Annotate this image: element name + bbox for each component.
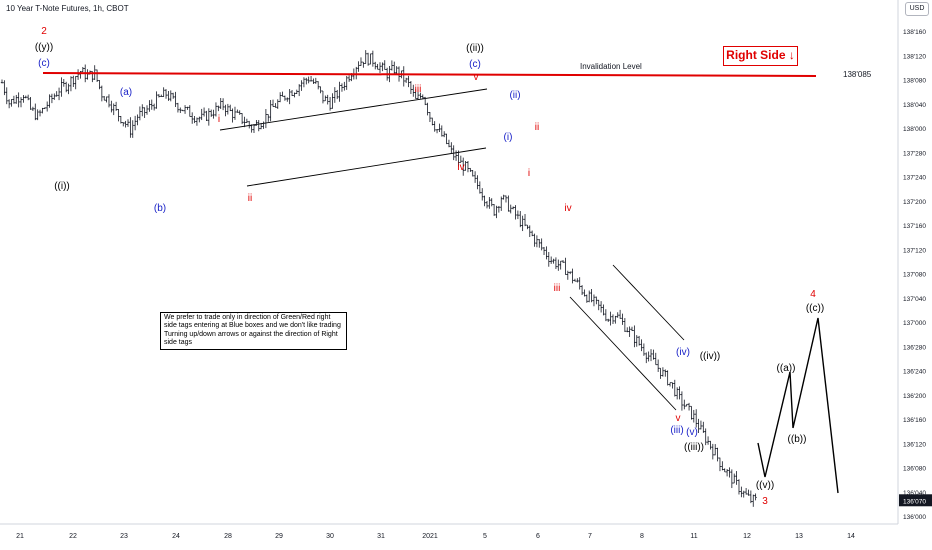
x-tick-label: 6: [536, 533, 540, 540]
y-tick-label: 137'160: [903, 223, 926, 230]
projection-path: [757, 317, 839, 494]
wave-label: ii: [535, 122, 539, 133]
x-tick-label: 11: [690, 533, 697, 540]
wave-label: ((y)): [35, 42, 53, 53]
wave-label: (iv): [676, 347, 690, 358]
wave-label: 4: [810, 289, 816, 300]
right-side-tag: Right Side ↓: [723, 46, 798, 66]
x-tick-label: 30: [326, 533, 334, 540]
channel-lower: [246, 147, 487, 187]
wave-label: ((iii)): [684, 442, 704, 453]
currency-badge[interactable]: USD: [905, 2, 929, 16]
y-tick-label: 138'160: [903, 29, 926, 36]
y-tick-label: 137'200: [903, 199, 926, 206]
wave-label: v: [474, 72, 479, 83]
wave-label: ((a)): [777, 363, 796, 374]
wave-label: (a): [120, 87, 132, 98]
current-price-label: 136'070: [903, 498, 926, 505]
wave-label: i: [528, 168, 530, 179]
x-tick-label: 31: [377, 533, 385, 540]
wave-label: iii: [415, 84, 422, 95]
y-tick-label: 138'080: [903, 78, 926, 85]
y-tick-label: 138'120: [903, 53, 926, 60]
current-price-tag: [899, 494, 932, 507]
right-side-label: Right Side: [726, 48, 786, 62]
wave-label: (ii): [509, 90, 520, 101]
x-tick-label: 24: [172, 533, 180, 540]
wave-label: ((c)): [806, 303, 824, 314]
wave-label: ((iv)): [700, 351, 721, 362]
invalidation-line: [42, 72, 817, 77]
wave-label: ((i)): [54, 181, 70, 192]
wave-label: (c): [469, 59, 481, 70]
wave-label: (v): [686, 427, 698, 438]
wave-channels: [219, 88, 685, 411]
x-tick-label: 29: [275, 533, 283, 540]
x-tick-label: 12: [743, 533, 751, 540]
wave-label: i: [218, 114, 220, 125]
wave-label: (b): [154, 203, 166, 214]
y-tick-label: 136'000: [903, 514, 926, 521]
wave-label: (iii): [670, 425, 683, 436]
x-tick-label: 28: [224, 533, 232, 540]
wave-label: (i): [504, 132, 513, 143]
wave-label: (c): [38, 58, 50, 69]
x-tick-label: 5: [483, 533, 487, 540]
x-tick-label: 2021: [422, 533, 438, 540]
wave-label: iv: [564, 203, 571, 214]
x-tick-label: 7: [588, 533, 592, 540]
x-tick-label: 22: [69, 533, 77, 540]
wave-label: ((v)): [756, 480, 774, 491]
y-tick-label: 136'240: [903, 369, 926, 376]
y-tick-label: 136'200: [903, 393, 926, 400]
channel-upper-2: [612, 264, 685, 341]
channel-upper: [219, 88, 488, 131]
y-tick-label: 138'040: [903, 102, 926, 109]
down-arrow-icon: ↓: [788, 48, 795, 62]
x-tick-label: 14: [847, 533, 855, 540]
y-tick-label: 136'160: [903, 417, 926, 424]
wave-labels: 2((y))(c)((i))(a)(b)iiiiiiiv((ii))(c)v(i…: [35, 26, 824, 507]
wave-label: 2: [41, 26, 47, 37]
chart-title: 10 Year T-Note Futures, 1h, CBOT: [6, 4, 129, 13]
y-tick-label: 136'040: [903, 490, 926, 497]
channel-lower-2: [569, 296, 677, 411]
candlestick-series: [0, 50, 757, 507]
wave-label: ((ii)): [466, 43, 484, 54]
y-tick-label: 136'120: [903, 441, 926, 448]
y-tick-label: 138'000: [903, 126, 926, 133]
y-tick-label: 136'080: [903, 466, 926, 473]
wave-label: iii: [554, 283, 561, 294]
x-tick-label: 13: [795, 533, 803, 540]
wave-label: iv: [457, 162, 464, 173]
x-tick-label: 23: [120, 533, 128, 540]
x-tick-label: 8: [640, 533, 644, 540]
wave-label: ((b)): [788, 434, 807, 445]
strategy-note: We prefer to trade only in direction of …: [160, 312, 347, 350]
y-tick-label: 137'040: [903, 296, 926, 303]
y-tick-label: 137'240: [903, 175, 926, 182]
x-tick-label: 21: [16, 533, 24, 540]
invalidation-label: Invalidation Level: [580, 62, 642, 71]
y-tick-label: 137'000: [903, 320, 926, 327]
wave-label: 3: [762, 496, 768, 507]
wave-label: v: [676, 413, 681, 424]
wave-label: ii: [248, 193, 252, 204]
y-tick-label: 137'120: [903, 247, 926, 254]
invalidation-value: 138'085: [843, 70, 872, 79]
y-tick-label: 137'280: [903, 150, 926, 157]
y-tick-label: 136'280: [903, 344, 926, 351]
y-tick-label: 137'080: [903, 272, 926, 279]
